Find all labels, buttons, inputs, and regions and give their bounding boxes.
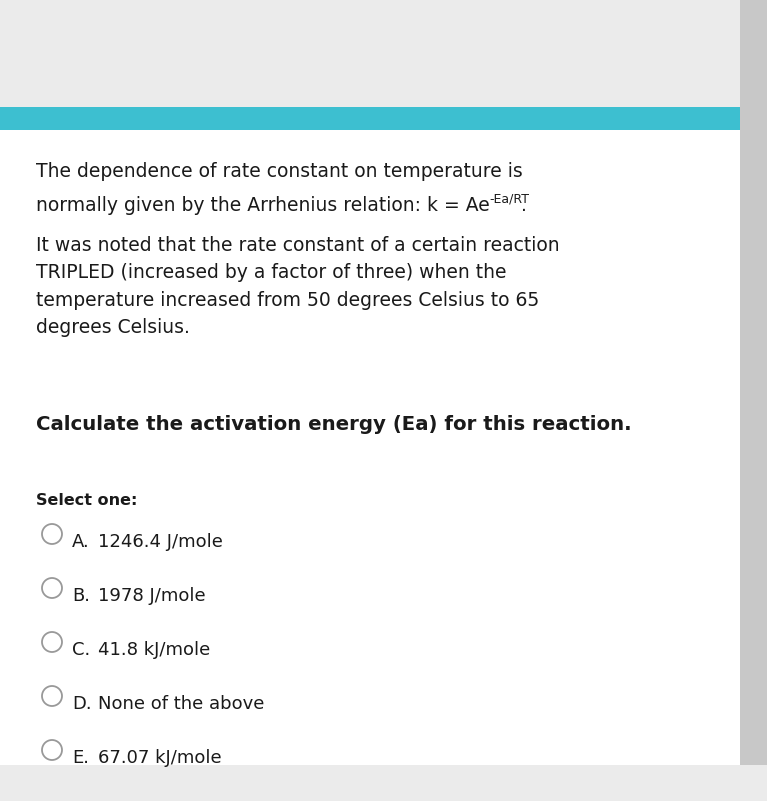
Text: A.: A. bbox=[72, 533, 90, 551]
Text: D.: D. bbox=[72, 695, 91, 713]
Text: It was noted that the rate constant of a certain reaction
TRIPLED (increased by : It was noted that the rate constant of a… bbox=[36, 236, 560, 336]
Text: 67.07 kJ/mole: 67.07 kJ/mole bbox=[98, 749, 222, 767]
Text: None of the above: None of the above bbox=[98, 695, 265, 713]
Bar bbox=[0, 107, 740, 130]
Text: The dependence of rate constant on temperature is: The dependence of rate constant on tempe… bbox=[36, 162, 523, 181]
Text: 1978 J/mole: 1978 J/mole bbox=[98, 587, 206, 605]
Bar bbox=[0, 0, 767, 20]
Bar bbox=[0, 130, 740, 765]
Text: B.: B. bbox=[72, 587, 90, 605]
Text: normally given by the Arrhenius relation: k = Ae: normally given by the Arrhenius relation… bbox=[36, 196, 490, 215]
Bar bbox=[0, 765, 767, 801]
Text: Select one:: Select one: bbox=[36, 493, 137, 508]
Bar bbox=[740, 0, 767, 801]
Text: Calculate the activation energy (Ea) for this reaction.: Calculate the activation energy (Ea) for… bbox=[36, 415, 632, 434]
Text: .: . bbox=[521, 196, 527, 215]
Text: E.: E. bbox=[72, 749, 89, 767]
Text: -Ea/RT: -Ea/RT bbox=[490, 192, 530, 205]
Text: C.: C. bbox=[72, 641, 91, 659]
Text: 1246.4 J/mole: 1246.4 J/mole bbox=[98, 533, 223, 551]
Text: 41.8 kJ/mole: 41.8 kJ/mole bbox=[98, 641, 210, 659]
